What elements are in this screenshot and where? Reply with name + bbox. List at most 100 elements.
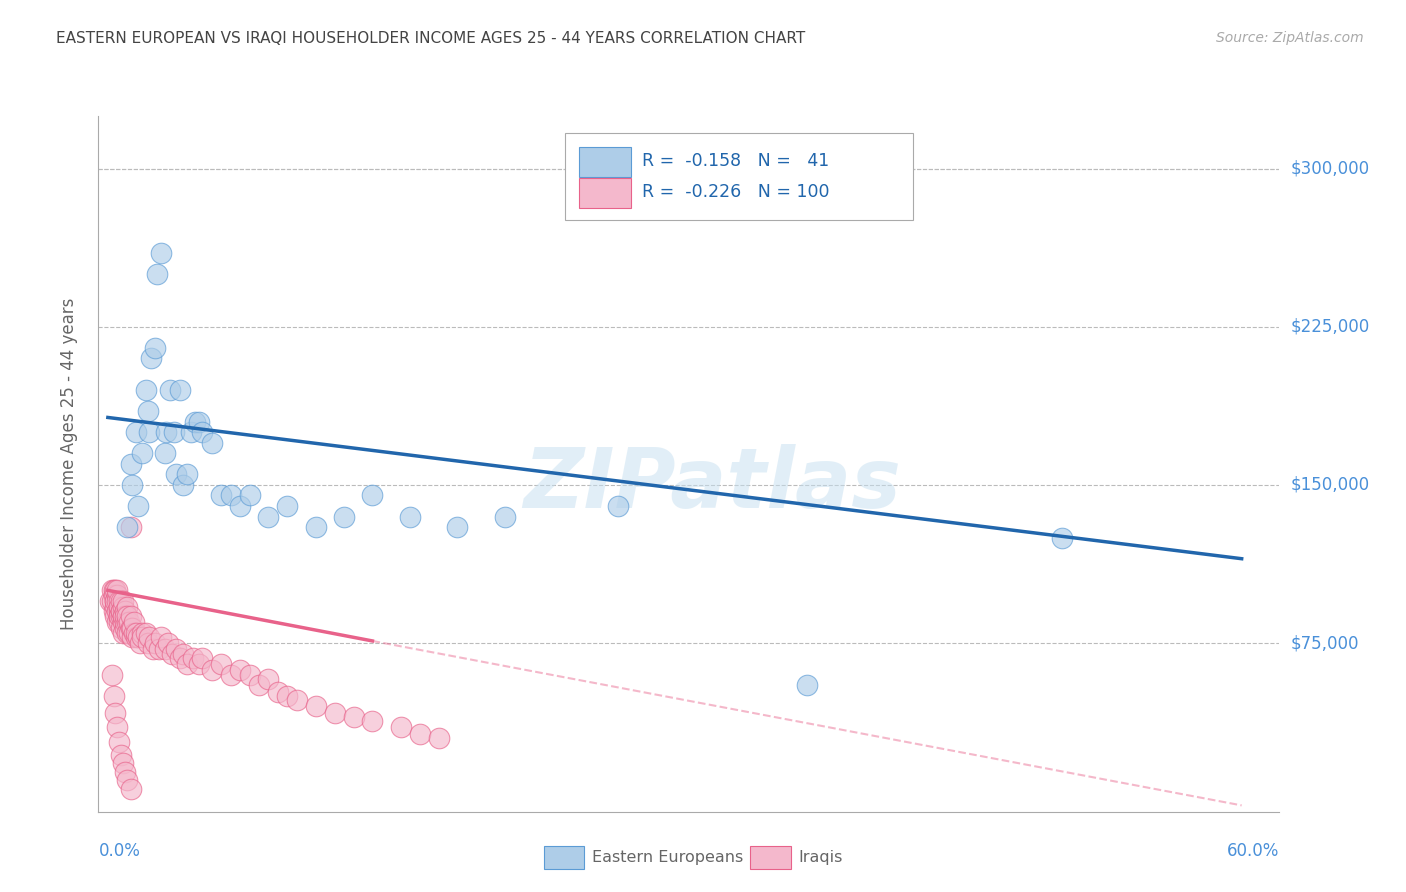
Point <box>108 735 131 749</box>
Point <box>239 488 262 502</box>
Point <box>494 509 516 524</box>
Point <box>172 478 194 492</box>
Point <box>114 764 136 779</box>
Point <box>103 689 125 703</box>
Point <box>219 667 242 681</box>
Point <box>135 383 157 397</box>
Point <box>105 583 128 598</box>
Point <box>111 615 134 629</box>
Point <box>110 594 132 608</box>
Text: Iraqis: Iraqis <box>799 850 844 865</box>
Point <box>257 672 280 686</box>
Point <box>105 588 128 602</box>
Point <box>148 642 170 657</box>
Point <box>131 630 153 644</box>
Point <box>115 773 138 788</box>
Point <box>209 657 232 672</box>
Point <box>153 642 176 657</box>
Point <box>121 478 143 492</box>
Text: Source: ZipAtlas.com: Source: ZipAtlas.com <box>1216 31 1364 45</box>
Point <box>110 608 132 623</box>
Point <box>115 600 138 615</box>
Point <box>118 615 141 629</box>
Point <box>114 604 136 618</box>
Text: Eastern Europeans: Eastern Europeans <box>592 850 744 865</box>
Point <box>114 608 136 623</box>
Point <box>172 647 194 661</box>
Point <box>125 425 148 440</box>
Point <box>149 246 172 260</box>
Point <box>191 650 214 665</box>
Point <box>399 509 422 524</box>
Point <box>121 630 143 644</box>
Point <box>108 600 131 615</box>
Point <box>143 341 166 355</box>
Point <box>181 650 204 665</box>
Point <box>120 608 142 623</box>
Point <box>153 446 176 460</box>
Point <box>110 747 132 762</box>
Point <box>114 615 136 629</box>
Point <box>120 621 142 635</box>
Point <box>157 636 180 650</box>
Point <box>111 600 134 615</box>
Point <box>103 588 125 602</box>
Point <box>104 594 127 608</box>
Text: R =  -0.158   N =   41: R = -0.158 N = 41 <box>641 153 830 170</box>
Point <box>163 425 186 440</box>
Point <box>131 625 153 640</box>
Point <box>105 720 128 734</box>
Point <box>187 657 209 672</box>
Point <box>169 650 191 665</box>
Y-axis label: Householder Income Ages 25 - 44 years: Householder Income Ages 25 - 44 years <box>59 298 77 630</box>
Point <box>114 621 136 635</box>
Text: $75,000: $75,000 <box>1291 634 1360 652</box>
Point <box>169 383 191 397</box>
Point <box>187 415 209 429</box>
Point <box>229 664 252 678</box>
Point <box>141 351 163 366</box>
Point <box>136 636 159 650</box>
Point <box>103 583 125 598</box>
Point <box>105 615 128 629</box>
Point <box>155 425 177 440</box>
Point <box>276 499 298 513</box>
Point <box>111 756 134 771</box>
Point <box>143 636 166 650</box>
Point <box>108 608 131 623</box>
Point <box>361 488 384 502</box>
Text: 60.0%: 60.0% <box>1227 842 1279 860</box>
Point <box>108 615 131 629</box>
Point <box>267 684 290 698</box>
Point <box>105 604 128 618</box>
Point <box>427 731 450 745</box>
Point <box>342 710 364 724</box>
Point <box>247 678 270 692</box>
Point <box>121 621 143 635</box>
FancyBboxPatch shape <box>751 846 790 870</box>
Point <box>142 642 165 657</box>
Point <box>276 689 298 703</box>
Point <box>100 594 122 608</box>
Point <box>305 520 328 534</box>
Point <box>104 583 127 598</box>
Text: $300,000: $300,000 <box>1291 160 1369 178</box>
Point <box>160 647 183 661</box>
Point <box>138 630 160 644</box>
Point <box>285 693 308 707</box>
FancyBboxPatch shape <box>579 178 631 209</box>
Point <box>257 509 280 524</box>
Point <box>110 604 132 618</box>
Point <box>105 594 128 608</box>
Point <box>115 608 138 623</box>
Point <box>136 404 159 418</box>
Text: EASTERN EUROPEAN VS IRAQI HOUSEHOLDER INCOME AGES 25 - 44 YEARS CORRELATION CHAR: EASTERN EUROPEAN VS IRAQI HOUSEHOLDER IN… <box>56 31 806 46</box>
FancyBboxPatch shape <box>565 134 914 220</box>
Point <box>176 467 198 482</box>
Point <box>108 594 131 608</box>
FancyBboxPatch shape <box>579 146 631 178</box>
Text: R =  -0.226   N = 100: R = -0.226 N = 100 <box>641 184 830 202</box>
Point <box>607 499 630 513</box>
Point <box>129 636 152 650</box>
Point <box>191 425 214 440</box>
